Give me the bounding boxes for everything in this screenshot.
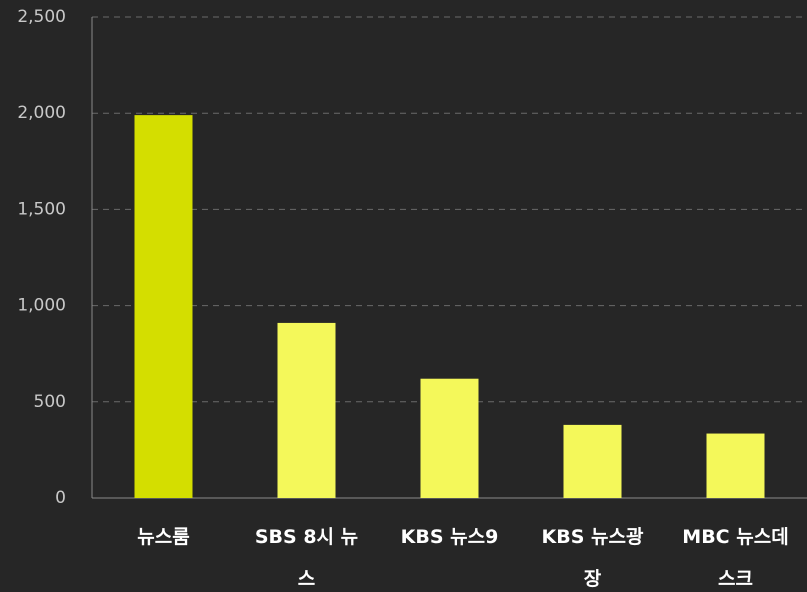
x-tick-label: KBS 뉴스9 — [400, 526, 499, 548]
bar — [277, 322, 336, 498]
bar — [134, 115, 193, 499]
bar — [563, 424, 622, 498]
bar — [706, 433, 765, 498]
y-tick-label: 0 — [55, 488, 66, 508]
x-tick-label: SBS 8시 뉴스 — [254, 526, 359, 590]
bar — [420, 378, 479, 498]
y-tick-label: 1,500 — [17, 199, 66, 219]
y-tick-label: 2,000 — [17, 103, 66, 123]
y-tick-label: 1,000 — [17, 296, 66, 316]
y-tick-label: 500 — [34, 392, 66, 412]
y-tick-label: 2,500 — [17, 7, 66, 27]
x-tick-label: KBS 뉴스광장 — [541, 526, 644, 590]
x-tick-label: MBC 뉴스데스크 — [682, 526, 789, 590]
x-tick-label: 뉴스룸 — [137, 526, 190, 548]
